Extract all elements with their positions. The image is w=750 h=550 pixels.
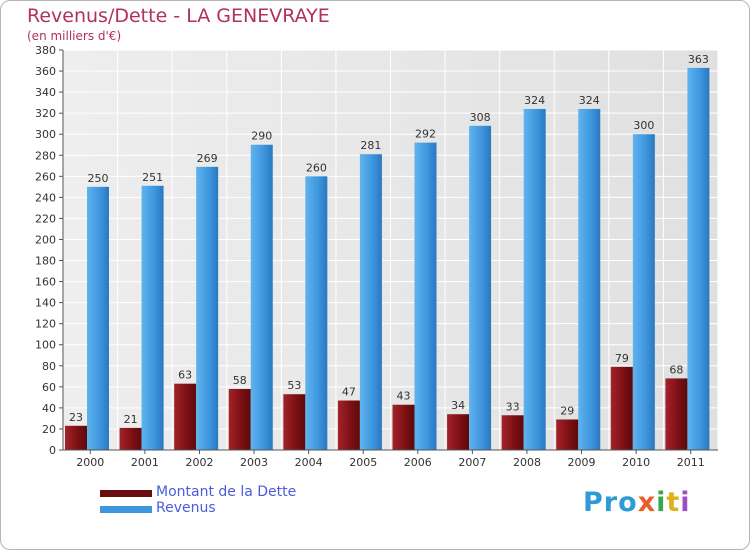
y-tick-label: 60 <box>42 381 56 394</box>
bar-dette <box>337 400 360 450</box>
data-label-dette: 21 <box>124 413 138 426</box>
bar-dette <box>228 388 251 450</box>
x-tick-label: 2007 <box>458 456 486 469</box>
data-label-revenus: 324 <box>524 94 545 107</box>
bar-revenus <box>469 125 492 450</box>
data-label-revenus: 308 <box>470 111 491 124</box>
bar-dette <box>283 394 306 450</box>
bar-dette <box>501 415 524 450</box>
y-tick-label: 140 <box>35 297 56 310</box>
y-tick-label: 200 <box>35 233 56 246</box>
logo-letter: i <box>656 487 667 518</box>
y-tick-label: 340 <box>35 86 56 99</box>
data-label-revenus: 250 <box>88 172 109 185</box>
data-label-revenus: 363 <box>688 53 709 66</box>
legend-label-dette: Montant de la Dette <box>156 484 297 500</box>
y-tick-label: 240 <box>35 191 56 204</box>
bar-revenus <box>305 176 328 450</box>
bar-revenus <box>141 185 164 450</box>
data-label-dette: 79 <box>615 352 629 365</box>
bar-dette <box>392 404 415 450</box>
x-tick-label: 2011 <box>677 456 705 469</box>
x-tick-label: 2005 <box>349 456 377 469</box>
y-tick-label: 40 <box>42 402 56 415</box>
x-tick-label: 2004 <box>295 456 323 469</box>
bar-revenus <box>523 108 546 451</box>
bar-dette <box>556 419 579 450</box>
x-tick-label: 2009 <box>568 456 596 469</box>
logo-letter: t <box>666 487 681 518</box>
data-label-revenus: 251 <box>142 171 163 184</box>
logo-letter: o <box>618 487 638 518</box>
logo-letter: x <box>637 487 657 518</box>
chart-title: Revenus/Dette - LA GENEVRAYE <box>27 5 330 27</box>
data-label-dette: 68 <box>669 363 683 376</box>
data-label-revenus: 260 <box>306 161 327 174</box>
bar-revenus <box>687 67 710 450</box>
data-label-dette: 43 <box>397 390 411 403</box>
x-tick-label: 2010 <box>622 456 650 469</box>
data-label-dette: 29 <box>560 404 574 417</box>
data-label-dette: 58 <box>233 374 247 387</box>
data-label-revenus: 324 <box>579 94 600 107</box>
bar-dette <box>174 383 197 450</box>
bar-revenus <box>414 142 437 450</box>
chart-subtitle: (en milliers d'€) <box>27 29 122 43</box>
bar-dette <box>610 366 633 450</box>
x-tick-label: 2003 <box>240 456 268 469</box>
bar-revenus <box>196 166 219 450</box>
data-label-revenus: 269 <box>197 152 218 165</box>
y-tick-label: 20 <box>42 423 56 436</box>
bar-dette <box>65 425 87 450</box>
bar-revenus <box>250 144 273 450</box>
data-label-dette: 47 <box>342 386 356 399</box>
bar-revenus <box>359 154 382 451</box>
data-label-dette: 34 <box>451 399 465 412</box>
logo-letter: r <box>603 487 619 518</box>
y-tick-label: 160 <box>35 276 56 289</box>
bar-revenus <box>632 134 655 451</box>
bar-revenus <box>87 186 109 450</box>
y-tick-label: 220 <box>35 212 56 225</box>
x-tick-label: 2001 <box>131 456 159 469</box>
data-label-dette: 23 <box>69 411 83 424</box>
bar-dette <box>447 414 470 450</box>
x-tick-label: 2000 <box>76 456 104 469</box>
y-tick-label: 360 <box>35 65 56 78</box>
x-tick-label: 2008 <box>513 456 541 469</box>
logo-letter: i <box>680 487 691 518</box>
legend-label-revenus: Revenus <box>156 500 216 516</box>
y-tick-label: 80 <box>42 360 56 373</box>
y-tick-label: 260 <box>35 170 56 183</box>
data-label-revenus: 300 <box>633 119 654 132</box>
legend-swatch-revenus <box>100 506 152 513</box>
data-label-revenus: 292 <box>415 128 436 141</box>
bar-revenus <box>578 108 601 451</box>
data-label-dette: 53 <box>287 379 301 392</box>
x-tick-label: 2006 <box>404 456 432 469</box>
y-tick-label: 120 <box>35 318 56 331</box>
legend-swatch-dette <box>100 490 152 497</box>
data-label-revenus: 281 <box>360 139 381 152</box>
y-tick-label: 180 <box>35 255 56 268</box>
data-label-dette: 33 <box>506 400 520 413</box>
bar-dette <box>119 427 142 450</box>
y-tick-label: 100 <box>35 339 56 352</box>
bar-dette <box>665 378 688 450</box>
y-tick-label: 280 <box>35 149 56 162</box>
proxiti-logo: Proxiti <box>583 487 691 518</box>
logo-letter: P <box>583 487 604 518</box>
y-tick-label: 380 <box>35 44 56 57</box>
data-label-revenus: 290 <box>251 130 272 143</box>
y-tick-label: 0 <box>49 444 56 457</box>
y-tick-label: 320 <box>35 107 56 120</box>
x-tick-label: 2002 <box>185 456 213 469</box>
data-label-dette: 63 <box>178 369 192 382</box>
y-tick-label: 300 <box>35 128 56 141</box>
